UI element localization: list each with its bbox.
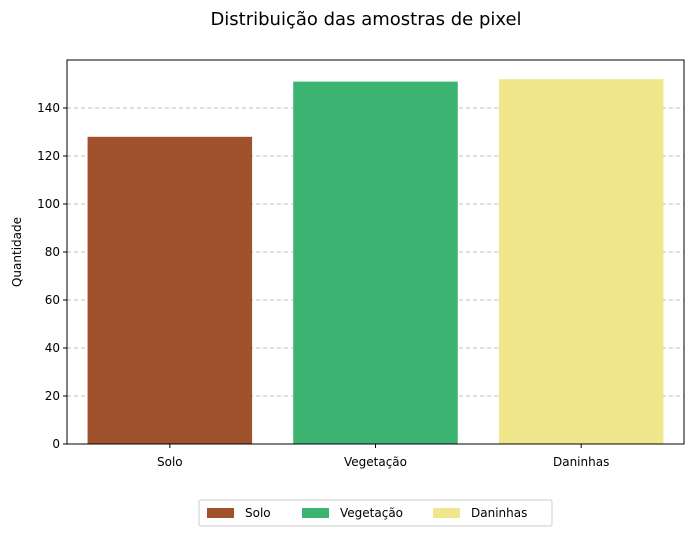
legend-entry: Solo — [245, 506, 271, 520]
y-axis-label: Quantidade — [10, 217, 24, 287]
y-tick-label: 20 — [45, 389, 60, 403]
legend-frame — [198, 499, 553, 527]
bar-2 — [498, 79, 664, 444]
x-tick-label: Solo — [157, 455, 183, 469]
bar-1 — [293, 81, 458, 444]
x-tick-label: Vegetação — [344, 455, 407, 469]
y-tick-label: 140 — [37, 101, 60, 115]
legend-swatch — [433, 508, 460, 518]
y-tick-label: 60 — [45, 293, 60, 307]
legend-swatch — [207, 508, 234, 518]
bars — [87, 79, 664, 445]
y-tick-label: 80 — [45, 245, 60, 259]
y-axis-ticks: 0 20 40 60 80 100 120 140 — [37, 101, 67, 451]
bar-0 — [87, 136, 253, 445]
legend: Solo Vegetação Daninhas — [198, 499, 553, 527]
x-axis-ticks: Solo Vegetação Daninhas — [157, 444, 609, 469]
y-tick-label: 40 — [45, 341, 60, 355]
y-tick-label: 100 — [37, 197, 60, 211]
legend-entry: Daninhas — [471, 506, 527, 520]
x-tick-label: Daninhas — [553, 455, 609, 469]
legend-swatch — [302, 508, 329, 518]
chart-title: Distribuição das amostras de pixel — [210, 9, 521, 30]
y-tick-label: 120 — [37, 149, 60, 163]
y-tick-label: 0 — [52, 437, 60, 451]
legend-entry: Vegetação — [340, 506, 403, 520]
